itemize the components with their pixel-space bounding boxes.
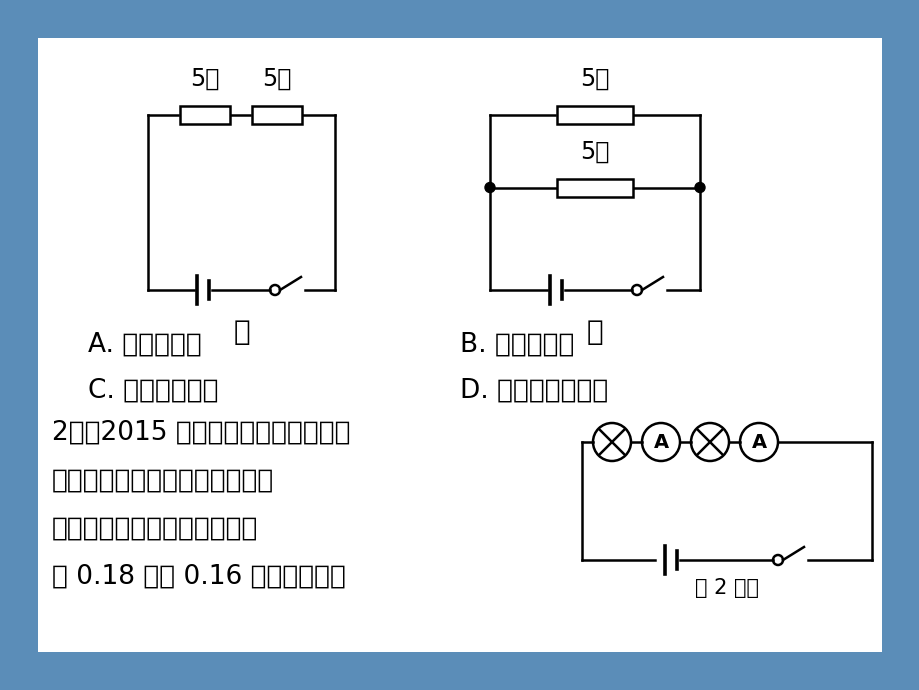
Bar [252,106,301,124]
Text: D. 甲、乙都不符合: D. 甲、乙都不符合 [460,378,607,404]
Text: 5欧: 5欧 [190,67,220,91]
Text: A: A [751,433,766,451]
Text: 第 2 题图: 第 2 题图 [694,578,758,598]
FancyBboxPatch shape [38,38,881,652]
Text: C. 甲、乙都符合: C. 甲、乙都符合 [88,378,219,404]
Text: 为 0.18 安和 0.16 安，造成两个: 为 0.18 安和 0.16 安，造成两个 [52,564,346,590]
Text: 2．（2015 年湖州市）连接如图所示: 2．（2015 年湖州市）连接如图所示 [52,420,350,446]
Circle shape [694,182,704,193]
Text: 甲: 甲 [233,318,250,346]
Bar [180,106,230,124]
Text: 电路，研究串联电路中的特点实: 电路，研究串联电路中的特点实 [52,468,274,494]
Bar [556,179,632,197]
Text: A. 只有甲符合: A. 只有甲符合 [88,332,201,358]
Bar [556,106,632,124]
Text: 5欧: 5欧 [580,139,609,164]
Text: 验时电流表甲和乙的示数分别: 验时电流表甲和乙的示数分别 [52,516,258,542]
Circle shape [484,182,494,193]
Text: 5欧: 5欧 [580,67,609,91]
Text: B. 只有乙符合: B. 只有乙符合 [460,332,573,358]
Text: 5欧: 5欧 [262,67,291,91]
Text: 乙: 乙 [586,318,603,346]
Text: A: A [652,433,668,451]
